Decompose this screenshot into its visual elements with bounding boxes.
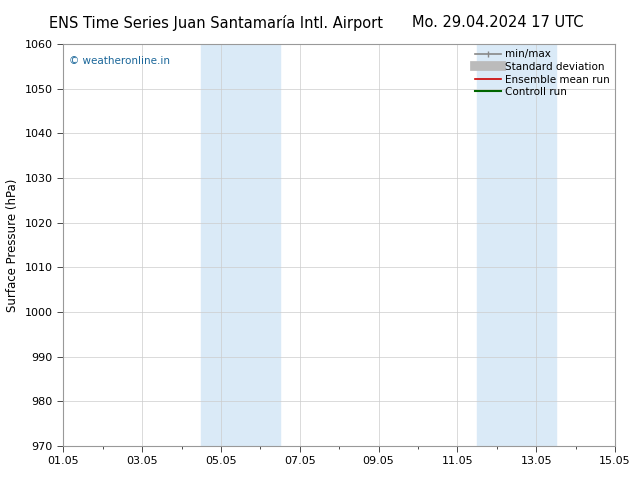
Text: ENS Time Series Juan Santamaría Intl. Airport: ENS Time Series Juan Santamaría Intl. Ai… <box>49 15 382 31</box>
Text: Mo. 29.04.2024 17 UTC: Mo. 29.04.2024 17 UTC <box>412 15 583 30</box>
Bar <box>477 44 556 446</box>
Y-axis label: Surface Pressure (hPa): Surface Pressure (hPa) <box>6 178 19 312</box>
Legend: min/max, Standard deviation, Ensemble mean run, Controll run: min/max, Standard deviation, Ensemble me… <box>475 49 610 97</box>
Text: © weatheronline.in: © weatheronline.in <box>69 56 170 66</box>
Bar <box>202 44 280 446</box>
